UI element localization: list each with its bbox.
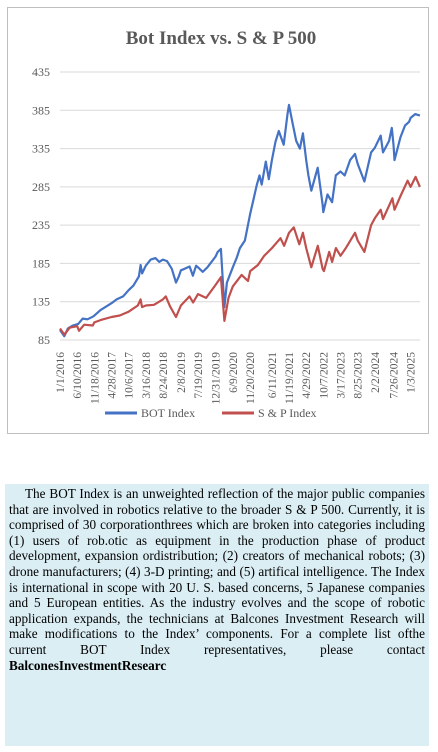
x-axis-ticks: 1/1/2016 6/10/2016 11/18/2016 4/28/2017 10/6… (55, 352, 418, 405)
x-tick-label: 10/7/2022 (318, 352, 330, 399)
y-tick-label: 435 (32, 65, 50, 79)
description-box: The BOT Index is an unweighted reflectio… (5, 484, 429, 746)
x-tick-label: 11/20/2020 (245, 352, 257, 404)
gridlines (60, 71, 420, 341)
x-tick-label: 10/6/2017 (124, 352, 136, 399)
x-tick-label: 3/16/2018 (141, 352, 153, 399)
series-line-sp-index (59, 175, 421, 336)
description-main: The BOT Index is an unweighted reflectio… (9, 486, 425, 657)
line-chart: Bot Index vs. S & P 500 85 135 185 235 285 33… (32, 28, 421, 420)
x-tick-label: 1/1/2016 (55, 352, 67, 393)
x-tick-label: 12/31/2019 (211, 352, 223, 405)
x-tick-label: 7/19/2019 (193, 352, 205, 399)
x-tick-label: 6/9/2020 (228, 352, 240, 393)
y-tick-label: 385 (32, 103, 50, 117)
x-tick-label: 4/29/2022 (301, 352, 313, 399)
x-tick-label: 11/18/2016 (89, 352, 101, 404)
y-tick-label: 185 (32, 256, 50, 270)
x-tick-label: 7/26/2024 (388, 352, 400, 399)
x-tick-label: 1/3/2025 (406, 352, 418, 393)
x-tick-label: 2/8/2019 (176, 352, 188, 393)
x-tick-label: 2/2/2024 (370, 352, 382, 393)
x-tick-label: 4/28/2017 (106, 352, 118, 399)
y-tick-label: 335 (32, 142, 50, 156)
y-axis-ticks: 85 135 185 235 285 335 385 435 (32, 65, 50, 347)
series-lines (59, 103, 421, 338)
y-tick-label: 285 (32, 180, 50, 194)
description-text: The BOT Index is an unweighted reflectio… (9, 486, 425, 673)
x-tick-label: 3/17/2023 (335, 352, 347, 399)
x-tick-label: 6/11/2021 (267, 352, 279, 398)
x-tick-label: 8/25/2023 (353, 352, 365, 399)
contact-name: BalconesInvestmentResearc (9, 657, 167, 673)
legend: BOT Index S & P Index (105, 406, 317, 420)
x-tick-label: 6/10/2016 (72, 352, 84, 399)
series-line-bot-index (59, 103, 421, 338)
x-tick-label: 8/24/2018 (158, 352, 170, 399)
y-tick-label: 235 (32, 218, 50, 232)
chart-frame: Bot Index vs. S & P 500 85 135 185 235 285 33… (7, 7, 429, 434)
legend-label: BOT Index (141, 406, 195, 420)
y-tick-label: 85 (38, 333, 50, 347)
chart-title: Bot Index vs. S & P 500 (126, 28, 317, 49)
legend-label: S & P Index (258, 406, 317, 420)
y-tick-label: 135 (32, 295, 50, 309)
x-tick-label: 11/19/2021 (284, 352, 296, 404)
